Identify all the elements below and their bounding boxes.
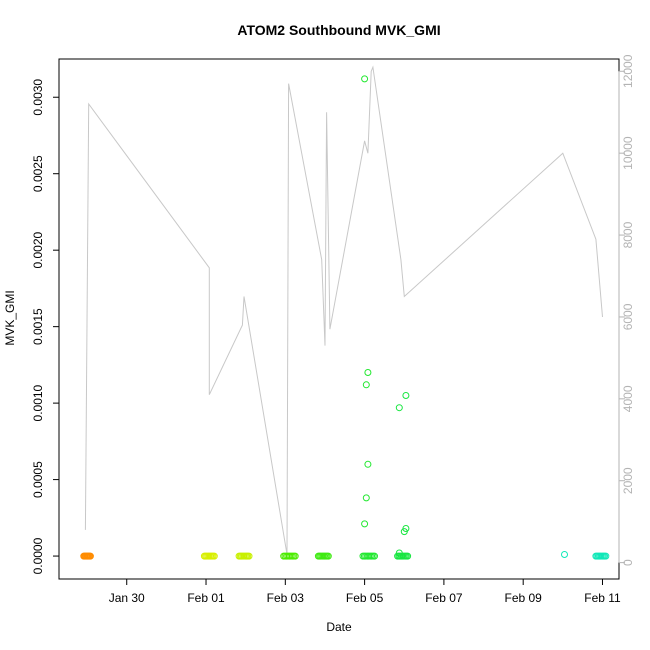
y-axis: 0.0000 0.0005 0.0010 0.0015 0.0020 0.0025 0.00… <box>31 79 60 574</box>
x-tick-label: Feb 05 <box>346 591 384 605</box>
altitude-line <box>84 65 603 555</box>
data-point <box>361 75 369 83</box>
marks-layer <box>80 75 610 560</box>
data-point <box>245 552 253 560</box>
y2-tick-label: 10000 <box>621 136 635 170</box>
y2-tick-label: 8000 <box>621 221 635 248</box>
x-tick-label: Feb 11 <box>584 591 621 605</box>
x-tick-label: Feb 03 <box>267 591 305 605</box>
data-point <box>361 520 369 528</box>
data-point <box>86 552 94 560</box>
data-point <box>291 552 299 560</box>
chart-title: ATOM2 Southbound MVK_GMI <box>237 22 440 38</box>
y2-tick-label: 2000 <box>621 467 635 494</box>
y-tick-label: 0.0005 <box>31 461 45 498</box>
data-point <box>400 528 408 536</box>
y-tick-label: 0.0000 <box>31 537 45 574</box>
data-point <box>402 392 410 399</box>
y2-axis: 0 2000 4000 6000 8000 10000 12000 <box>618 54 635 566</box>
y2-tick-label: 0 <box>621 559 635 566</box>
x-axis: Jan 30 Feb 01 Feb 03 Feb 05 Feb 07 Feb 09 Feb … <box>109 578 621 605</box>
y2-tick-label: 12000 <box>621 54 635 88</box>
altitude-layer <box>84 65 603 555</box>
y2-tick-label: 4000 <box>621 385 635 412</box>
y-tick-label: 0.0025 <box>31 155 45 192</box>
data-point <box>364 460 372 468</box>
data-point <box>364 369 372 376</box>
data-point <box>371 552 378 560</box>
data-point <box>561 551 568 558</box>
y2-tick-label: 6000 <box>621 303 635 330</box>
data-point <box>395 404 403 412</box>
data-point <box>362 381 370 389</box>
data-point <box>210 552 218 560</box>
y-tick-label: 0.0015 <box>31 308 45 345</box>
y-tick-label: 0.0030 <box>31 79 45 116</box>
data-point <box>395 549 403 557</box>
data-point <box>362 494 370 502</box>
y-axis-title: MVK_GMI <box>3 290 17 345</box>
data-point <box>324 552 332 560</box>
x-tick-label: Feb 01 <box>187 591 225 605</box>
data-point <box>602 552 610 560</box>
data-point <box>404 552 412 560</box>
y-tick-label: 0.0010 <box>31 384 45 421</box>
x-tick-label: Jan 30 <box>109 591 145 605</box>
y-tick-label: 0.0020 <box>31 231 45 268</box>
x-tick-label: Feb 07 <box>425 591 463 605</box>
x-axis-title: Date <box>326 620 352 634</box>
x-tick-label: Feb 09 <box>505 591 543 605</box>
